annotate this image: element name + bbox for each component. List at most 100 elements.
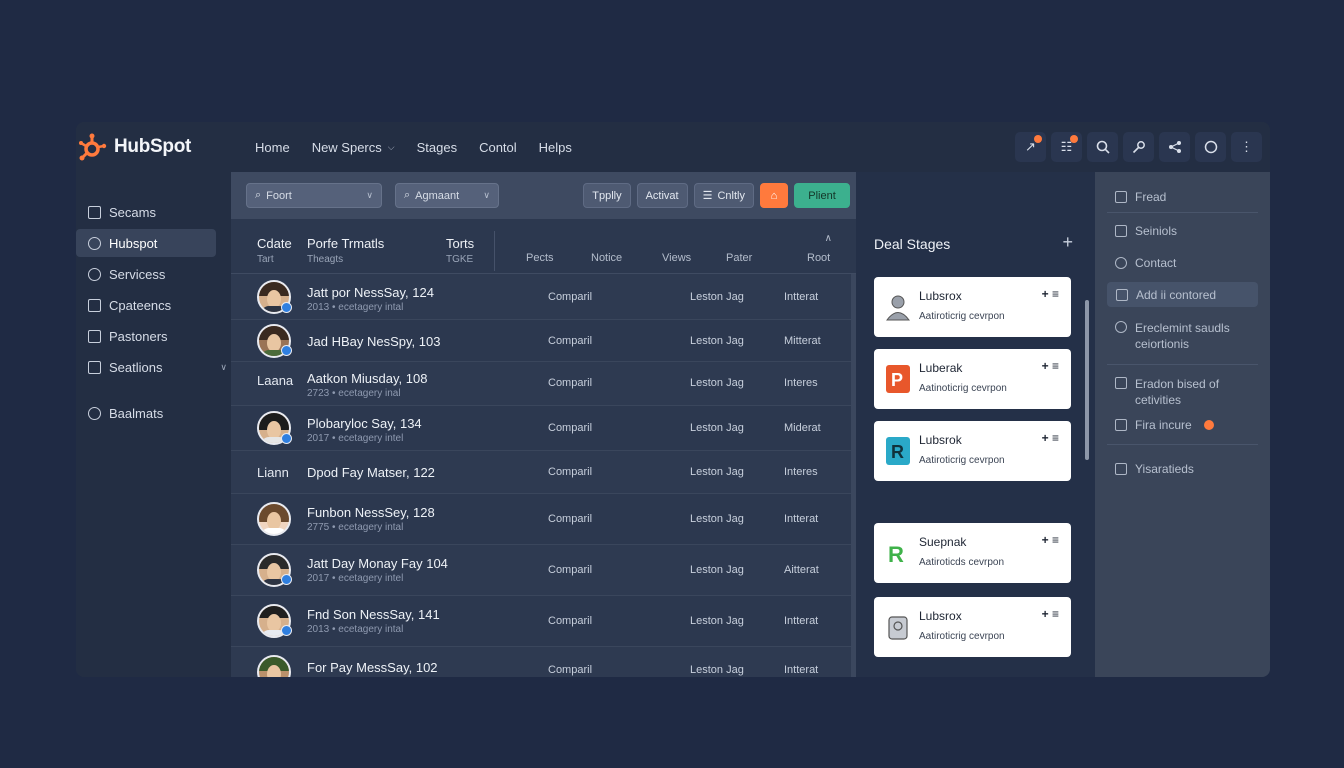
deal-card-actions[interactable]: + ≡	[1041, 533, 1059, 547]
row-name[interactable]: Aatkon Miusday, 108	[307, 371, 428, 386]
nav-helps[interactable]: Helps	[528, 140, 583, 155]
table-row[interactable]: Funbon NessSey, 128 2775 • ecetagery int…	[231, 494, 851, 545]
deal-card[interactable]: P Luberak Aatinoticrig cevrpon + ≡	[874, 349, 1071, 409]
more-icon[interactable]: ⋮	[1231, 132, 1262, 162]
row-name[interactable]: Plobaryloc Say, 134	[307, 416, 422, 431]
filter-select-value: Foort	[266, 189, 292, 202]
rpanel-item-yisaratieds[interactable]: Yisaratieds	[1115, 462, 1194, 476]
nav-contol[interactable]: Contol	[468, 140, 528, 155]
table-body: Jatt por NessSay, 124 2013 • ecetagery i…	[231, 274, 851, 677]
header-pects[interactable]: Pects	[526, 252, 554, 264]
sidebar-item-hubspot[interactable]: Hubspot	[76, 229, 216, 257]
avatar	[257, 502, 291, 536]
rpanel-item-ereclemint[interactable]: Ereclemint saudls ceiortionis	[1115, 320, 1255, 352]
nav-home[interactable]: Home	[244, 140, 301, 155]
table-scrollbar[interactable]	[851, 274, 856, 677]
table-row[interactable]: Laana Aatkon Miusday, 108 2723 • ecetage…	[231, 362, 851, 406]
row-name[interactable]: Jatt por NessSay, 124	[307, 285, 434, 300]
deal-card[interactable]: Lubsrox Aatiroticrig cevrpon + ≡	[874, 597, 1071, 657]
row-company: Comparil	[548, 615, 593, 627]
sidebar-item-servicess[interactable]: Servicess	[76, 260, 231, 288]
header-divider	[494, 231, 495, 271]
deal-stages-scrollbar[interactable]	[1085, 300, 1089, 460]
help-icon[interactable]	[1195, 132, 1226, 162]
plient-button[interactable]: Plient	[794, 183, 850, 208]
home-icon: ⌂	[770, 189, 778, 202]
chevron-down-icon: ∨	[220, 361, 227, 372]
settings-icon[interactable]	[1123, 132, 1154, 162]
row-status: Interes	[784, 466, 818, 478]
sidebar-item-pastoners[interactable]: Pastoners	[76, 322, 231, 350]
header-root[interactable]: Root	[807, 252, 831, 264]
table-row[interactable]: Fnd Son NessSay, 141 2013 • ecetagery in…	[231, 596, 851, 647]
deal-card-actions[interactable]: + ≡	[1041, 359, 1059, 373]
row-status: Intterat	[784, 664, 819, 676]
table-row[interactable]: Jad HBay NesSpy, 103 Comparil Leston Jag…	[231, 320, 851, 362]
notifications-icon[interactable]: ↗	[1015, 132, 1046, 162]
deal-card-name: Luberak	[919, 361, 963, 375]
table-header: Cdate Tart Porfe Trmatls Theagts Torts T…	[231, 219, 856, 274]
search-icon[interactable]	[1087, 132, 1118, 162]
search-icon: ⌕	[255, 189, 262, 201]
header-porfe[interactable]: Porfe Trmatls	[307, 236, 385, 251]
row-name[interactable]: For Pay MessSay, 102	[307, 660, 438, 675]
header-cdate[interactable]: Cdate	[257, 236, 292, 251]
sidebar-item-secams[interactable]: Secams	[76, 198, 231, 226]
deal-card[interactable]: R Suepnak Aatiroticds cevrpon + ≡	[874, 523, 1071, 583]
rpanel-item-fread[interactable]: Fread	[1115, 190, 1166, 204]
divider	[1107, 444, 1258, 445]
segment-select[interactable]: ⌕ Agmaant ∨	[395, 183, 499, 208]
rpanel-item-add-contored[interactable]: Add ii contored	[1107, 282, 1258, 307]
messages-icon[interactable]: ☷	[1051, 132, 1082, 162]
row-name[interactable]: Funbon NessSey, 128	[307, 505, 435, 520]
row-name[interactable]: Jad HBay NesSpy, 103	[307, 334, 441, 349]
sort-up-icon[interactable]: ∧	[824, 233, 832, 244]
rpanel-item-fira-incure[interactable]: Fira incure	[1115, 418, 1214, 432]
nav-home-label: Home	[255, 139, 290, 155]
sidebar-item-cpateencs[interactable]: Cpateencs	[76, 291, 231, 319]
table-toolbar: ⌕ Foort ∨ ⌕ Agmaant ∨ Tpplly Activat ☰ Cn…	[231, 172, 856, 219]
header-views[interactable]: Views	[662, 252, 692, 264]
tpplly-button[interactable]: Tpplly	[583, 183, 631, 208]
rpanel-item-contact[interactable]: Contact	[1115, 256, 1176, 270]
table-row[interactable]: Jatt Day Monay Fay 104 2017 • ecetagery …	[231, 545, 851, 596]
row-status: Intterat	[784, 513, 819, 525]
lock-icon	[1115, 463, 1127, 475]
rpanel-item-seiniols[interactable]: Seiniols	[1115, 224, 1177, 238]
alert-badge	[1203, 420, 1214, 430]
share-icon[interactable]	[1159, 132, 1190, 162]
header-pater[interactable]: Pater	[726, 252, 753, 264]
rpanel-item-eradon[interactable]: Eradon bised of cetivities	[1115, 376, 1245, 408]
row-name[interactable]: Dpod Fay Matser, 122	[307, 465, 435, 480]
home-action-button[interactable]: ⌂	[760, 183, 788, 208]
nav-stages[interactable]: Stages	[406, 140, 468, 155]
deal-card-sub: Aatiroticrig cevrpon	[919, 631, 1005, 642]
brand-logo[interactable]: HubSpot	[78, 132, 238, 162]
activat-button[interactable]: Activat	[636, 183, 688, 208]
row-name[interactable]: Fnd Son NessSay, 141	[307, 607, 440, 622]
svg-text:R: R	[891, 442, 904, 462]
header-torts[interactable]: Torts	[446, 236, 475, 251]
table-row[interactable]: Jatt por NessSay, 124 2013 • ecetagery i…	[231, 274, 851, 320]
sidebar-item-label: Seatlions	[109, 359, 163, 375]
table-row[interactable]: For Pay MessSay, 102 Comparil Leston Jag…	[231, 647, 851, 677]
sidebar-item-baalmats[interactable]: Baalmats	[76, 399, 231, 427]
cnltly-button[interactable]: ☰ Cnltly	[693, 183, 754, 208]
nav-new-spercs[interactable]: New Spercs ⌵	[301, 140, 406, 155]
deal-card-actions[interactable]: + ≡	[1041, 287, 1059, 301]
table-row[interactable]: Liann Dpod Fay Matser, 122 Comparil Lest…	[231, 451, 851, 494]
header-notice[interactable]: Notice	[591, 252, 623, 264]
add-icon[interactable]: +	[1062, 232, 1073, 252]
table-row[interactable]: Plobaryloc Say, 134 2017 • ecetagery int…	[231, 406, 851, 451]
row-name[interactable]: Jatt Day Monay Fay 104	[307, 556, 448, 571]
sidebar-item-seatlions[interactable]: Seatlions ∨	[76, 353, 231, 381]
deal-card-actions[interactable]: + ≡	[1041, 607, 1059, 621]
row-company: Comparil	[548, 513, 593, 525]
service-icon	[88, 267, 101, 281]
deal-card-actions[interactable]: + ≡	[1041, 431, 1059, 445]
calendar-icon	[88, 298, 101, 312]
filter-select[interactable]: ⌕ Foort ∨	[246, 183, 382, 208]
cnltly-label: Cnltly	[717, 189, 745, 202]
deal-card[interactable]: Lubsrox Aatiroticrig cevrpon + ≡	[874, 277, 1071, 337]
deal-card[interactable]: R Lubsrok Aatiroticrig cevrpon + ≡	[874, 421, 1071, 481]
